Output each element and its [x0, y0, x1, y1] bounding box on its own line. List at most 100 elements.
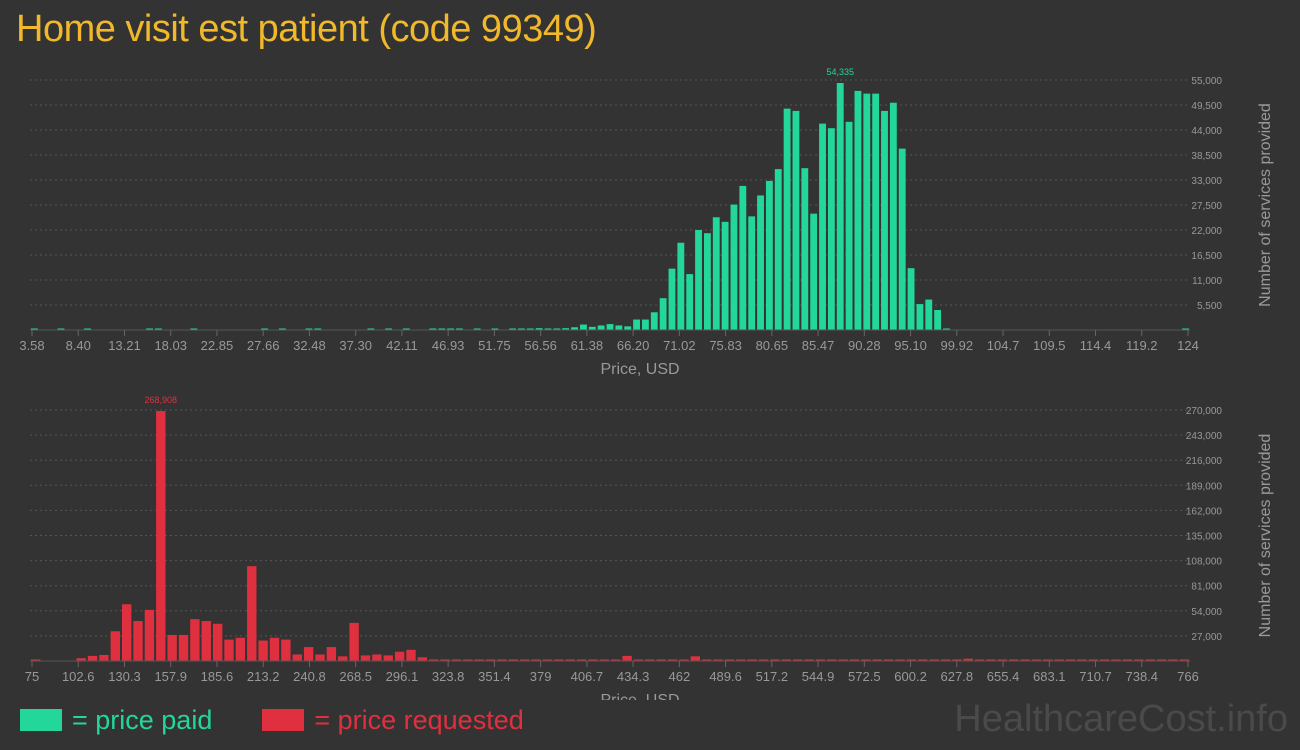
x-tick-label: 655.4 [987, 669, 1020, 684]
x-tick-label: 710.7 [1079, 669, 1112, 684]
bar [554, 659, 564, 661]
x-tick-label: 119.2 [1126, 338, 1158, 353]
bar [925, 299, 933, 330]
bar [154, 328, 162, 330]
bar [872, 659, 882, 661]
x-tick-label: 124 [1177, 338, 1199, 353]
bar [360, 655, 371, 661]
bar [485, 659, 496, 661]
bar [402, 328, 410, 330]
bar [553, 328, 561, 330]
bar [747, 659, 757, 661]
bar [281, 639, 291, 661]
bar [986, 659, 996, 661]
bar [765, 180, 773, 330]
bar [84, 328, 91, 330]
y-tick-label: 135,000 [1186, 532, 1223, 543]
bar [929, 659, 939, 661]
x-tick-label: 75.83 [709, 338, 742, 353]
watermark: HealthcareCost.info [954, 698, 1288, 740]
bar [1009, 659, 1019, 661]
bar [367, 328, 375, 330]
bar [1043, 659, 1053, 661]
bar [781, 659, 791, 661]
x-tick-label: 738.4 [1125, 669, 1158, 684]
bar [292, 654, 302, 661]
x-tick-label: 517.2 [756, 669, 789, 684]
bar [544, 328, 552, 330]
bar [659, 298, 667, 330]
x-tick-label: 627.8 [941, 669, 974, 684]
bar [429, 659, 439, 661]
bar [269, 637, 280, 661]
y-tick-label: 243,000 [1186, 431, 1223, 442]
bar [838, 659, 848, 661]
bar [31, 659, 41, 661]
bar [438, 328, 446, 330]
bar [440, 659, 450, 661]
bar [576, 659, 587, 661]
x-tick-label: 240.8 [293, 669, 326, 684]
x-tick-label: 51.75 [478, 338, 511, 353]
bar [934, 310, 942, 330]
legend-swatch-requested [262, 709, 305, 731]
bar [1122, 659, 1133, 661]
bar [724, 659, 735, 661]
x-tick-label: 32.48 [293, 338, 326, 353]
x-tick-label: 61.38 [571, 338, 604, 353]
bar [562, 328, 570, 330]
bar [997, 659, 1008, 661]
bar [1182, 328, 1189, 330]
bar [633, 319, 640, 330]
y-tick-label: 189,000 [1186, 481, 1223, 492]
bar [167, 634, 177, 661]
x-tick-label: 766 [1177, 669, 1199, 684]
bar [863, 93, 871, 330]
bar [898, 148, 906, 330]
bar [690, 656, 700, 661]
x-tick-label: 46.93 [432, 338, 465, 353]
bar [349, 622, 359, 661]
x-tick-label: 114.4 [1080, 338, 1112, 353]
bar [57, 328, 65, 330]
x-axis-label: Price, USD [600, 361, 679, 378]
bar [599, 659, 609, 661]
bar [713, 659, 723, 661]
bar [156, 411, 166, 661]
bar [1088, 659, 1099, 661]
x-tick-label: 75 [25, 669, 39, 684]
legend-swatch-paid [20, 709, 62, 731]
bar [580, 324, 587, 330]
bar [739, 185, 747, 330]
x-axis-label: Price, USD [600, 692, 679, 700]
y-axis-label: Number of services provided [1257, 434, 1274, 638]
y-tick-label: 11,000 [1192, 276, 1222, 287]
x-tick-label: 95.10 [894, 338, 927, 353]
bar [542, 659, 553, 661]
bar [668, 268, 676, 330]
x-tick-label: 600.2 [894, 669, 927, 684]
bar [508, 659, 519, 661]
bar [615, 325, 623, 330]
x-tick-label: 109.5 [1033, 338, 1066, 353]
x-tick-label: 130.3 [108, 669, 141, 684]
bar [611, 659, 621, 661]
bar [190, 328, 198, 330]
bar [315, 654, 325, 661]
bar [1179, 659, 1189, 661]
bar [624, 326, 632, 330]
bar [394, 651, 405, 661]
x-tick-label: 3.58 [19, 338, 44, 353]
bar [736, 659, 746, 661]
x-tick-label: 22.85 [201, 338, 234, 353]
bar [622, 655, 632, 661]
bar [303, 647, 314, 661]
y-tick-label: 49,500 [1191, 101, 1222, 112]
bar [463, 659, 473, 661]
bar [144, 609, 155, 661]
x-tick-label: 185.6 [201, 669, 234, 684]
x-tick-label: 157.9 [154, 669, 187, 684]
bar [974, 659, 985, 661]
bar [679, 659, 689, 661]
bar [1100, 659, 1110, 661]
